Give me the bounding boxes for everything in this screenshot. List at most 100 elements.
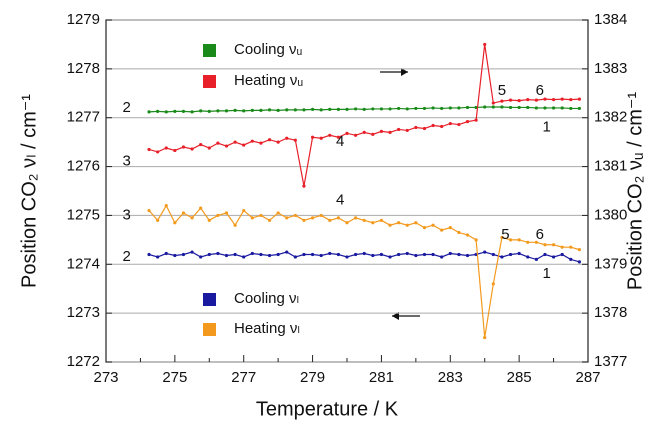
legend-swatch [203,293,216,306]
data-point [319,136,323,140]
data-point [147,147,151,152]
data-point [440,124,444,129]
data-point [242,143,246,147]
data-point [190,147,194,151]
y-tick-label: 1277 [67,109,100,126]
legend-label: Cooling νᵤ [234,41,303,58]
x-tick-label: 277 [231,369,256,386]
data-point [233,108,237,112]
data-point [319,108,323,112]
data-point [199,142,203,147]
x-axis-label: Temperature / K [256,398,399,420]
x-tick-label: 281 [369,369,394,386]
data-point [431,106,435,110]
data-point [328,251,332,256]
data-point [388,223,392,227]
data-point [491,105,495,109]
data-point [224,109,229,113]
data-point [224,211,229,215]
data-point [354,216,358,220]
data-point [440,228,444,232]
data-point [293,213,297,218]
data-point [448,121,452,126]
data-point [560,252,564,257]
data-point [242,208,246,213]
data-point [457,230,461,235]
data-point [181,109,186,113]
data-point [354,107,358,111]
data-point [388,130,392,134]
y-tick-label: 1273 [67,304,100,321]
data-point [328,133,332,137]
data-point [242,109,246,113]
data-point [405,128,409,133]
data-point [457,106,461,110]
data-point [242,255,246,259]
data-point [397,221,401,225]
data-point [491,282,495,286]
y2-tick-label: 1377 [594,353,627,370]
data-point [465,253,470,258]
data-point [379,129,384,133]
data-point [147,252,151,257]
data-point [181,145,186,149]
series-line [148,44,580,187]
data-point [431,252,435,257]
data-point [285,216,289,220]
annotation: 2 [122,248,130,265]
data-point [224,253,229,258]
data-point [267,138,272,142]
y2-tick-label: 1381 [594,158,627,175]
data-point [526,98,530,102]
data-point [362,107,366,112]
data-point [508,252,513,257]
data-point [371,132,375,136]
data-point [285,136,289,140]
x-tick-label: 285 [507,369,532,386]
data-point [199,255,203,259]
data-point [190,250,194,254]
data-point [534,240,538,244]
data-point [181,252,186,257]
y-tick-label: 1275 [67,206,100,223]
data-point [465,105,470,110]
data-point [491,101,495,105]
y-tick-label: 1276 [67,158,100,175]
data-point [199,109,203,113]
y2-axis-label: Position CO₂ νᵤ / cm⁻¹ [624,92,646,291]
data-point [345,131,349,135]
data-point [328,107,332,112]
data-point [216,141,220,145]
data-point [156,255,160,259]
data-point [310,252,315,257]
data-point [345,107,349,112]
y2-tick-label: 1379 [594,255,627,272]
data-point [405,223,409,227]
data-point [448,106,452,110]
data-point [267,253,272,258]
annotation: 5 [501,226,509,243]
legend-swatch [203,75,216,88]
data-point [569,245,573,249]
data-point [362,130,366,134]
legend-label: Cooling νₗ [234,290,299,307]
data-point [190,216,194,220]
data-point [345,255,349,259]
data-point [500,235,504,240]
data-point [190,110,194,114]
data-point [491,252,495,257]
data-point [276,252,280,257]
data-point [560,97,564,101]
data-point [336,135,340,139]
data-point [379,252,384,257]
data-point [431,223,435,227]
data-point [173,221,177,225]
series-line [148,204,580,338]
data-point [483,42,487,47]
y2-tick-label: 1380 [594,206,627,223]
data-point [302,252,306,257]
data-point [156,150,160,154]
data-point [508,105,513,110]
data-point [336,216,340,220]
